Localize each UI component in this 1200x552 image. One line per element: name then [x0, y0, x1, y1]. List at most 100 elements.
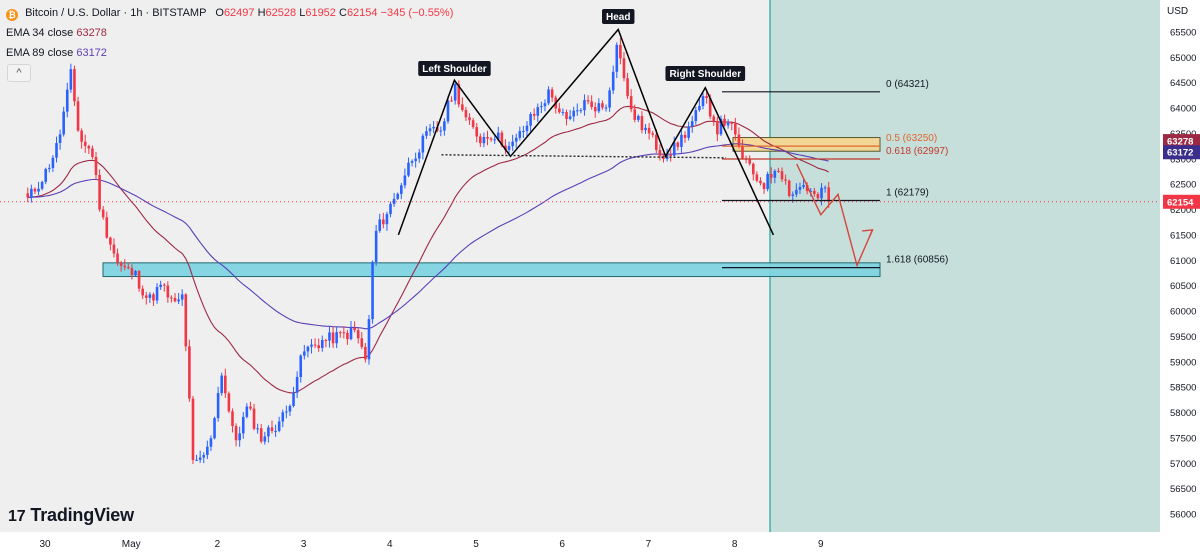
candle-body — [198, 457, 202, 460]
candle — [399, 182, 403, 200]
candle-body — [177, 299, 180, 302]
left-shoulder-label-text: Left Shoulder — [422, 64, 487, 75]
candle-body — [622, 58, 626, 79]
candle — [277, 416, 281, 433]
candle-body — [701, 95, 705, 106]
candle-body — [550, 89, 554, 98]
candle — [626, 72, 629, 100]
candle — [439, 126, 443, 137]
projection-path[interactable] — [796, 163, 874, 268]
left-shoulder-label: Left Shoulder — [418, 61, 491, 76]
candle-body — [507, 146, 511, 150]
symbol-title[interactable]: Bitcoin / U.S. Dollar · 1h · BITSTAMP — [25, 7, 207, 19]
candle — [575, 103, 579, 116]
candle-body — [33, 188, 37, 192]
candle — [403, 168, 407, 189]
left-shoulder-label-box — [418, 61, 491, 76]
candle-body — [780, 171, 784, 180]
candle-body — [791, 194, 795, 196]
candle — [443, 118, 446, 136]
currency-label[interactable]: USD — [1167, 6, 1189, 17]
candle — [690, 115, 694, 133]
candle — [180, 289, 184, 306]
candle-body — [751, 163, 755, 175]
candle — [428, 123, 432, 136]
candle-body — [403, 175, 407, 186]
candle — [191, 395, 195, 465]
collapse-legend-button[interactable]: ^ — [7, 64, 31, 82]
candle-body — [270, 427, 274, 431]
candle — [547, 86, 550, 106]
candle — [726, 119, 730, 129]
candle-body — [399, 185, 403, 194]
high-value: 62528 — [265, 7, 297, 19]
candle — [780, 167, 784, 182]
time-axis-panel — [0, 532, 1160, 552]
candle-body — [813, 190, 816, 194]
candle — [51, 155, 55, 172]
candle-body — [514, 137, 518, 142]
candle — [425, 126, 428, 139]
candle — [719, 115, 723, 136]
candle-body — [766, 173, 769, 190]
candle — [331, 326, 335, 348]
candle — [33, 187, 37, 195]
candle — [184, 293, 188, 352]
tradingview-logo[interactable]: ⁠17 TradingView — [8, 505, 134, 526]
candle — [766, 171, 769, 192]
ema34-price-tag-box — [1163, 134, 1200, 149]
neckline[interactable] — [441, 154, 726, 159]
fib-level-label: 0.618 (62997) — [886, 146, 948, 157]
candle-body — [680, 134, 683, 147]
candle — [550, 87, 554, 103]
ema34-row[interactable]: EMA 34 close 63278 — [6, 25, 453, 45]
candle — [40, 180, 44, 191]
candle-body — [335, 332, 338, 344]
head-shoulders-pattern[interactable] — [397, 28, 775, 236]
candle — [637, 114, 640, 123]
candle-body — [299, 355, 303, 377]
candle — [127, 262, 130, 270]
candle — [317, 338, 320, 352]
candle — [579, 108, 583, 114]
price-tick: 56500 — [1170, 484, 1196, 495]
price-tick: 57000 — [1170, 459, 1196, 470]
candle — [177, 293, 180, 304]
candle — [759, 177, 762, 186]
resistance-zone[interactable] — [732, 137, 881, 152]
candle-body — [453, 83, 457, 101]
candle — [561, 108, 565, 116]
candle-body — [712, 116, 716, 121]
candle-body — [723, 118, 726, 126]
high-label: H — [257, 7, 266, 19]
ema89-row[interactable]: EMA 89 close 63172 — [6, 45, 453, 65]
candle-body — [328, 332, 331, 341]
close-value: 62154 — [346, 7, 378, 19]
candle — [698, 98, 701, 112]
time-tick: 9 — [818, 539, 824, 550]
candle — [805, 182, 809, 195]
candle-body — [51, 157, 55, 168]
candle — [511, 134, 514, 151]
candle-body — [310, 344, 313, 347]
candle-body — [457, 83, 461, 105]
candle-body — [303, 351, 306, 356]
time-tick: 5 — [473, 539, 479, 550]
candle — [109, 236, 112, 251]
candle — [295, 371, 299, 399]
candle — [816, 192, 820, 200]
candle — [234, 423, 238, 447]
support-zone[interactable] — [102, 262, 881, 278]
candle — [356, 328, 360, 344]
candle-body — [787, 180, 791, 196]
candle-body — [263, 436, 267, 442]
price-tick: 61000 — [1170, 256, 1196, 267]
candle — [773, 169, 777, 184]
candle — [256, 423, 259, 434]
candle-body — [144, 295, 148, 298]
candle-body — [637, 115, 640, 120]
candle-body — [73, 69, 76, 102]
candle — [694, 106, 698, 125]
